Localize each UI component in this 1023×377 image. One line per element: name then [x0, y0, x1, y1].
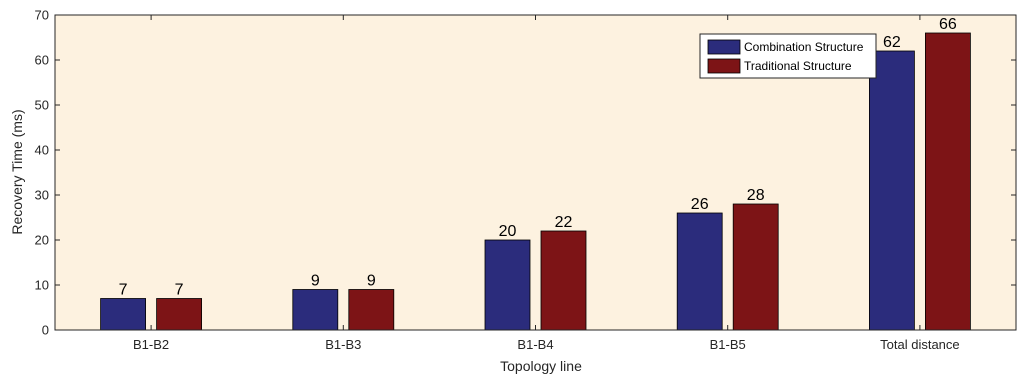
- y-tick-label: 50: [35, 98, 49, 113]
- y-tick-label: 60: [35, 53, 49, 68]
- x-tick-label: B1-B5: [710, 337, 746, 352]
- data-label-traditional-0: 7: [175, 282, 184, 299]
- bar-combination-1: [292, 289, 339, 331]
- bar-combination-3: [676, 212, 723, 331]
- bar-combination-0: [100, 298, 146, 331]
- data-label-traditional-1: 9: [367, 273, 376, 290]
- y-tick-label: 30: [35, 188, 49, 203]
- data-label-combination-2: 20: [499, 223, 517, 240]
- data-label-traditional-4: 66: [939, 16, 957, 33]
- data-labels-group: 7 7 9 9 20 22 26 28 62 66: [119, 16, 957, 299]
- bar-traditional-4: [925, 32, 971, 331]
- data-label-combination-0: 7: [119, 282, 128, 299]
- legend-label-traditional: Traditional Structure: [744, 59, 852, 73]
- y-tick-label: 70: [35, 8, 49, 23]
- bar-combination-2: [484, 239, 531, 331]
- x-tick-label: B1-B4: [517, 337, 553, 352]
- bar-traditional-2: [540, 230, 587, 331]
- y-tick-label: 10: [35, 278, 49, 293]
- y-axis-title: Recovery Time (ms): [9, 109, 25, 234]
- legend-label-combination: Combination Structure: [744, 40, 864, 54]
- bar-traditional-1: [348, 289, 395, 331]
- x-tick-label: B1-B3: [325, 337, 361, 352]
- x-tick-label: Total distance: [880, 337, 960, 352]
- y-tick-label: 40: [35, 143, 49, 158]
- legend: Combination Structure Traditional Struct…: [699, 33, 877, 79]
- axes-group: 0 10 20 30 40 50 60 70 B1-B2 B1-B3 B1-B4 B1-B5 Total…: [35, 8, 1017, 352]
- bar-traditional-3: [732, 203, 779, 331]
- data-label-combination-3: 26: [691, 196, 709, 213]
- y-tick-label: 20: [35, 233, 49, 248]
- legend-swatch-traditional: [707, 58, 741, 74]
- data-label-traditional-2: 22: [555, 214, 573, 231]
- data-label-traditional-3: 28: [747, 187, 765, 204]
- bar-combination-4: [869, 50, 915, 331]
- bar-traditional-0: [156, 298, 203, 331]
- legend-swatch-combination: [707, 39, 741, 55]
- x-axis-title: Topology line: [500, 358, 582, 374]
- data-label-combination-1: 9: [311, 273, 320, 290]
- data-label-combination-4: 62: [883, 34, 901, 51]
- x-tick-label: B1-B2: [133, 337, 169, 352]
- bars-group: [100, 32, 971, 331]
- y-tick-label: 0: [42, 323, 49, 338]
